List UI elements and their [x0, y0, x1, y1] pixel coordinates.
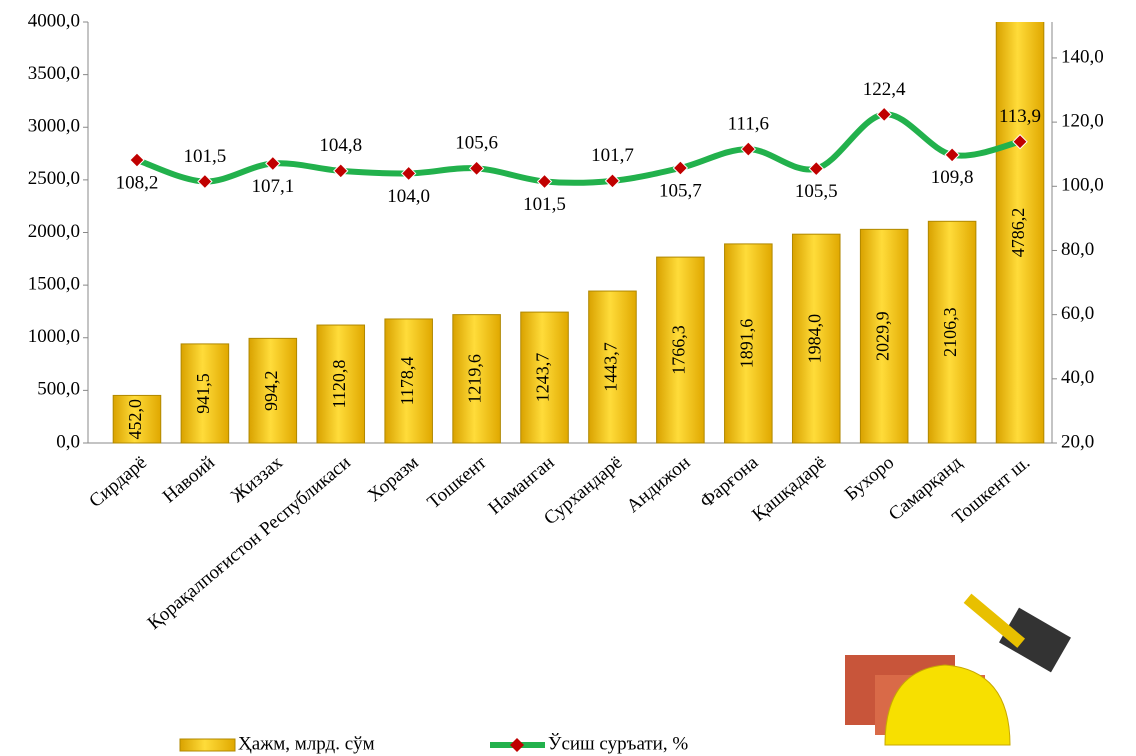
bar [791, 233, 841, 444]
bar [520, 311, 569, 444]
x-tick-label: Сирдарё [85, 452, 151, 512]
marker [536, 173, 553, 190]
y2-tick-label: 140,0 [1061, 46, 1104, 67]
line-value-label: 101,5 [523, 194, 566, 215]
y2-tick-label: 60,0 [1061, 303, 1094, 324]
line-value-label: 107,1 [251, 176, 294, 197]
bar-value-label: 2029,9 [872, 311, 892, 361]
y-tick-label: 1500,0 [28, 273, 80, 294]
bar [859, 228, 909, 444]
bar-value-label: 1219,6 [465, 354, 485, 404]
x-tick-label: Бухоро [841, 452, 898, 505]
bar-value-label: 1984,0 [804, 314, 824, 364]
line [135, 111, 1021, 186]
legend-label: Ҳажм, млрд. сўм [238, 733, 375, 754]
bar [180, 343, 230, 444]
line-value-label: 113,9 [999, 106, 1041, 127]
x-tick-label: Андижон [623, 452, 695, 517]
legend-marker [510, 738, 524, 752]
y-tick-label: 2500,0 [28, 168, 80, 189]
bar [384, 318, 433, 444]
bar-value-label: 1443,7 [601, 342, 621, 392]
line-value-label: 105,6 [455, 133, 498, 154]
marker [604, 173, 621, 189]
x-tick-label: Фарғона [696, 452, 763, 513]
bar-value-label: 994,2 [261, 370, 281, 411]
marker [129, 152, 145, 168]
marker [876, 106, 892, 123]
bar-value-label: 1120,8 [329, 360, 349, 409]
marker [468, 160, 485, 177]
marker [333, 163, 349, 179]
line-value-label: 105,7 [659, 180, 702, 201]
line-value-label: 104,8 [319, 135, 362, 156]
y-tick-label: 0,0 [56, 431, 80, 452]
marker [197, 173, 213, 190]
line-value-label: 122,4 [863, 79, 906, 100]
y2-tick-label: 40,0 [1061, 367, 1094, 388]
decoration [845, 593, 1071, 746]
y-tick-label: 3000,0 [28, 116, 80, 137]
legend-swatch [179, 738, 236, 752]
marker [1012, 133, 1028, 150]
y-tick-label: 2000,0 [28, 221, 80, 242]
y2-tick-label: 100,0 [1061, 175, 1104, 196]
bar-value-label: 2106,3 [940, 307, 960, 357]
bar-value-label: 1891,6 [736, 319, 756, 369]
bar-value-label: 1243,7 [533, 353, 553, 403]
marker [400, 165, 417, 182]
line-value-label: 108,2 [116, 172, 159, 193]
plot-area [112, 22, 1045, 444]
bar-value-label: 452,0 [125, 399, 145, 440]
y-tick-label: 500,0 [37, 379, 80, 400]
x-tick-label: Жиззах [227, 452, 287, 507]
line-value-label: 101,7 [591, 145, 634, 166]
x-tick-label: Навоий [159, 452, 219, 507]
bar [588, 290, 637, 444]
y-tick-label: 1000,0 [28, 326, 80, 347]
bar [452, 314, 501, 444]
bar-value-label: 1178,4 [397, 357, 417, 406]
x-tick-label: Қашқадарё [748, 452, 830, 526]
line-value-label: 101,5 [184, 146, 227, 167]
bar-value-label: 1766,3 [669, 325, 689, 375]
bar [656, 256, 705, 444]
bar [316, 324, 366, 444]
y2-tick-label: 20,0 [1061, 431, 1094, 452]
marker [672, 160, 689, 176]
y2-tick-label: 120,0 [1061, 110, 1104, 131]
line-value-label: 104,0 [387, 186, 430, 207]
bar [724, 243, 773, 444]
bar [248, 337, 298, 444]
x-tick-label: Тошкент [424, 452, 492, 514]
marker [944, 147, 960, 163]
bar-value-label: 4786,2 [1008, 208, 1028, 258]
line-value-label: 111,6 [728, 113, 769, 134]
bar-value-label: 941,5 [193, 373, 213, 414]
bar [112, 394, 162, 444]
line-value-label: 105,5 [795, 181, 838, 202]
line-value-label: 109,8 [931, 167, 974, 188]
y-tick-label: 3500,0 [28, 63, 80, 84]
marker [808, 160, 824, 177]
y-tick-label: 4000,0 [28, 10, 80, 31]
legend-label: Ўсиш суръати, % [548, 732, 688, 754]
bar [995, 22, 1045, 444]
marker [265, 155, 281, 172]
x-tick-label: Хоразм [364, 452, 423, 506]
bar [927, 220, 977, 444]
y2-tick-label: 80,0 [1061, 239, 1094, 260]
marker [740, 141, 757, 157]
